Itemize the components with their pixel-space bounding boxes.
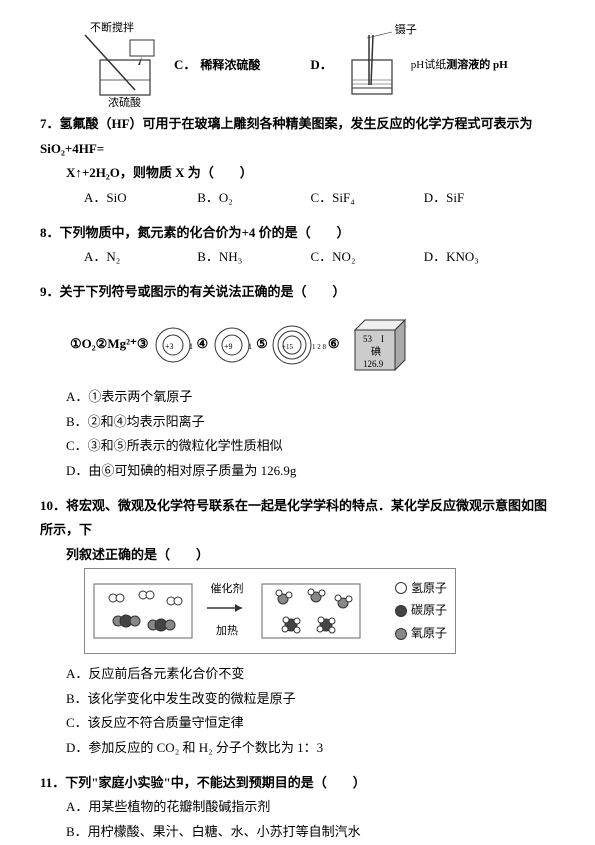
question-8: 8．下列物质中，氮元素的化合价为+4 价的是（ ） A．N₂ B．NH₃ C．N…	[40, 221, 555, 270]
q10-opt-c: C．该反应不符合质量守恒定律	[40, 711, 555, 736]
svg-text:+15: +15	[282, 343, 293, 351]
q8-opt-a: A．N₂	[84, 245, 194, 270]
option-c-label: C．	[174, 53, 196, 78]
dilute-label: 稀释浓硫酸	[200, 54, 260, 77]
q9-opt-d: D．由⑥可知碘的相对原子质量为 126.9g	[40, 459, 555, 484]
arrow-block: 催化剂 加热	[207, 579, 247, 642]
beaker-c-svg	[80, 30, 170, 100]
q9-diagram-row: ①O₂②Mg²⁺③ +3 1 2 ④ +9 1 2 ⑤ +15 1 2 8 ⑥ 53 …	[40, 315, 555, 375]
question-9: 9．关于下列符号或图示的有关说法正确的是（ ） ①O₂②Mg²⁺③ +3 1 2 …	[40, 280, 555, 483]
box-top: 53 I	[363, 334, 384, 344]
heat-label: 加热	[207, 621, 247, 642]
option-d-label: D．	[310, 53, 332, 78]
q9-text: 9．关于下列符号或图示的有关说法正确的是（ ）	[40, 280, 555, 305]
question-7: 7．氢氟酸（HF）可用于在玻璃上雕刻各种精美图案，发生反应的化学方程式可表示为 …	[40, 112, 555, 211]
q8-text: 8．下列物质中，氮元素的化合价为+4 价的是（ ）	[40, 221, 555, 246]
q9-n6: ⑥	[328, 332, 340, 357]
option-d-diagram: D． 镊子 pH试纸测溶液的 pH	[310, 30, 507, 100]
products-box	[261, 583, 361, 639]
q8-opt-b: B．NH₃	[197, 245, 307, 270]
q7-line2: X↑+2H₂O，则物质 X 为（ ）	[40, 161, 555, 186]
stir-label: 不断搅拌	[90, 18, 134, 39]
q10-reaction-diagram: 催化剂 加热 氢原子 碳原子 氧原子	[84, 568, 456, 654]
q10-text: 10．将宏观、微观及化学符号联系在一起是化学学科的特点．某化学反应微观示意图如图…	[40, 494, 555, 543]
svg-text:+3: +3	[165, 342, 174, 351]
q11-opt-a: A．用某些植物的花瓣制酸碱指示剂	[40, 795, 555, 820]
legend-c: 碳原子	[411, 599, 447, 622]
q9-opt-c: C．③和⑤所表示的微粒化学性质相似	[40, 434, 555, 459]
q7-text: 7．氢氟酸（HF）可用于在玻璃上雕刻各种精美图案，发生反应的化学方程式可表示为 …	[40, 112, 555, 161]
q10-line2: 列叙述正确的是（ ）	[40, 543, 555, 568]
option-c-diagram: 不断搅拌 浓硫酸 C． 稀释浓硫酸	[80, 30, 260, 100]
q7-opt-b: B．O₂	[197, 186, 307, 211]
q8-opt-c: C．NO₂	[311, 245, 421, 270]
atom-5-icon: +15 1 2 8	[270, 325, 326, 365]
legend-h: 氢原子	[411, 577, 447, 600]
question-11: 11．下列"家庭小实验"中，不能达到预期目的是（ ） A．用某些植物的花瓣制酸碱…	[40, 771, 555, 845]
q9-opt-a: A．①表示两个氧原子	[40, 385, 555, 410]
q9-n5: ⑤	[256, 332, 268, 357]
svg-text:+9: +9	[224, 342, 233, 351]
h-dot	[395, 582, 407, 594]
conc-acid-label: 浓硫酸	[108, 93, 141, 114]
atom-4-icon: +9 1 2	[210, 325, 254, 365]
element-box-icon: 53 I 碘 126.9	[345, 315, 415, 375]
q7-opt-d: D．SiF	[424, 186, 534, 211]
q7-options: A．SiO B．O₂ C．SiF₄ D．SiF	[40, 186, 555, 211]
q7-opt-c: C．SiF₄	[311, 186, 421, 211]
q9-symbols: ①O₂②Mg²⁺③	[70, 332, 149, 357]
option-c-d-diagram-row: 不断搅拌 浓硫酸 C． 稀释浓硫酸 D． 镊子	[40, 30, 555, 100]
svg-text:1 2: 1 2	[189, 342, 195, 351]
q9-opt-b: B．②和④均表示阳离子	[40, 410, 555, 435]
tweezers-label: 镊子	[395, 20, 417, 41]
c-dot	[395, 605, 407, 617]
legend-o: 氧原子	[411, 622, 447, 645]
o-dot	[395, 628, 407, 640]
reactants-box	[93, 583, 193, 639]
q7-opt-a: A．SiO	[84, 186, 194, 211]
question-10: 10．将宏观、微观及化学符号联系在一起是化学学科的特点．某化学反应微观示意图如图…	[40, 494, 555, 761]
q8-opt-d: D．KNO₃	[424, 245, 534, 270]
q10-opt-b: B．该化学变化中发生改变的微粒是原子	[40, 687, 555, 712]
svg-text:1 2 8: 1 2 8	[312, 343, 326, 351]
q10-opt-d: D．参加反应的 CO₂ 和 H₂ 分子个数比为 1：3	[40, 736, 555, 761]
q11-text: 11．下列"家庭小实验"中，不能达到预期目的是（ ）	[40, 771, 555, 796]
q10-opt-a: A．反应前后各元素化合价不变	[40, 662, 555, 687]
box-mid: 碘	[371, 345, 381, 358]
q8-options: A．N₂ B．NH₃ C．NO₂ D．KNO₃	[40, 245, 555, 270]
box-bot: 126.9	[363, 359, 384, 369]
catalyst-label: 催化剂	[207, 579, 247, 600]
ph-labels: pH试纸测溶液的 pH	[411, 55, 508, 76]
svg-text:1 2: 1 2	[248, 342, 254, 351]
q11-opt-b: B．用柠檬酸、果汁、白糖、水、小苏打等自制汽水	[40, 820, 555, 845]
q9-n4: ④	[197, 332, 209, 357]
atom-3-icon: +3 1 2	[151, 325, 195, 365]
atom-legend: 氢原子 碳原子 氧原子	[395, 577, 447, 645]
